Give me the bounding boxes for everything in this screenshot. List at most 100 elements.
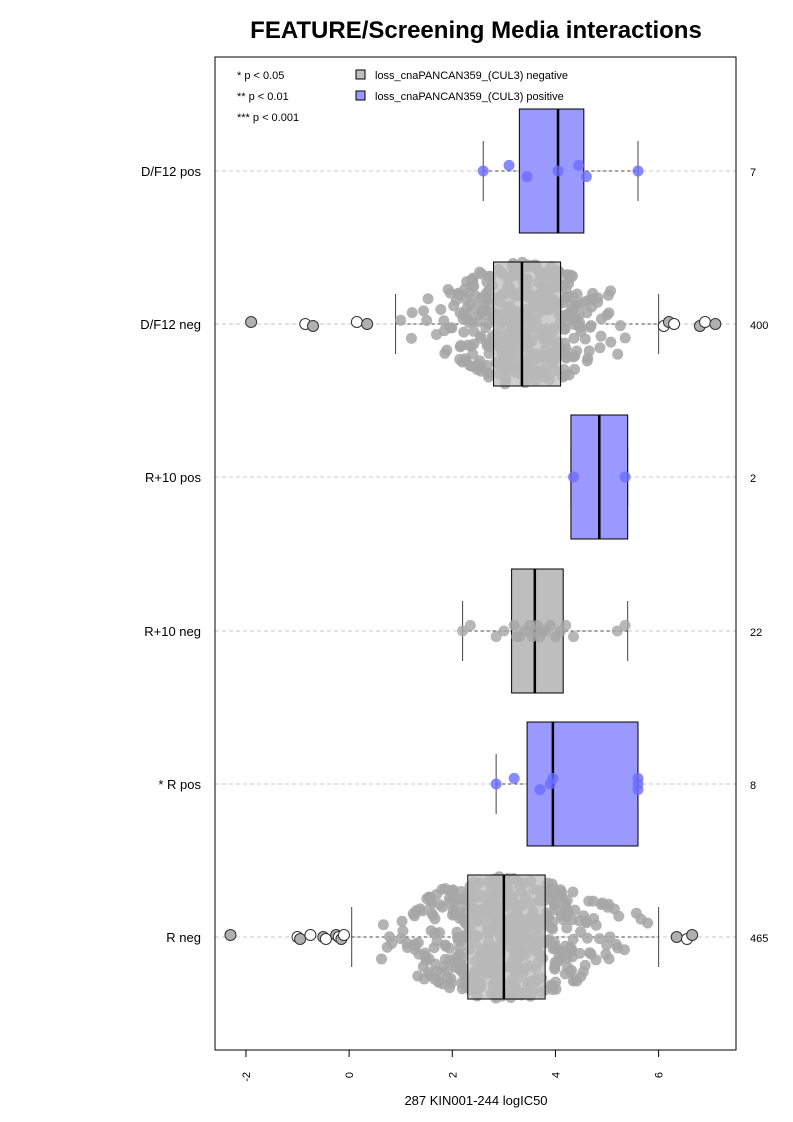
data-point [543, 934, 555, 946]
group-label: D/F12 neg [140, 317, 201, 332]
outlier-point [361, 318, 374, 330]
data-point [610, 938, 622, 950]
data-point [581, 355, 593, 367]
group-3: R+10 neg 22 [144, 568, 762, 694]
outlier-point [350, 316, 363, 328]
data-point [534, 784, 546, 796]
data-point [568, 471, 580, 483]
plot-area: D/F12 pos 7 D/F12 neg 400 R+10 pos 2 R+10 neg 2… [140, 108, 768, 1004]
data-point [455, 340, 467, 352]
data-point [446, 886, 458, 898]
data-point [619, 332, 631, 344]
x-axis: -2 0 2 4 6 [241, 1049, 666, 1082]
group-label: R+10 neg [144, 624, 201, 639]
data-point [564, 966, 576, 978]
data-point [413, 948, 425, 960]
data-point [578, 296, 590, 308]
group-count: 7 [750, 167, 756, 179]
data-point [498, 625, 510, 637]
data-point [560, 619, 572, 631]
data-point [483, 371, 495, 383]
x-tick-label: 2 [447, 1072, 459, 1078]
data-point [561, 314, 573, 326]
data-point [547, 772, 559, 784]
data-point [568, 631, 580, 643]
data-point [407, 908, 419, 920]
data-point [490, 631, 502, 643]
data-point [558, 323, 570, 335]
data-point [549, 961, 561, 973]
data-point [537, 625, 549, 637]
x-tick-label: 0 [344, 1072, 356, 1078]
group-label: * R pos [158, 777, 201, 792]
group-count: 2 [750, 473, 756, 485]
data-point [441, 344, 453, 356]
data-point [429, 927, 441, 939]
data-point [481, 276, 493, 288]
data-point [444, 982, 456, 994]
data-point [433, 976, 445, 988]
data-point [563, 277, 575, 289]
data-point [458, 326, 470, 338]
significance-entry: *** p < 0.001 [237, 112, 299, 124]
data-point [436, 901, 448, 913]
outlier-point [245, 316, 258, 328]
data-point [429, 958, 441, 970]
data-point [569, 974, 581, 986]
significance-entry: * p < 0.05 [237, 70, 284, 82]
data-point [570, 314, 582, 326]
group-count: 465 [750, 933, 768, 945]
outlier-point [699, 316, 712, 328]
data-point [468, 338, 480, 350]
data-point [585, 320, 597, 332]
outlier-point [670, 931, 683, 943]
legend-entry: loss_cnaPANCAN359_(CUL3) positive [375, 91, 564, 103]
outlier-point [709, 318, 722, 330]
group-count: 400 [750, 320, 768, 332]
data-point [632, 772, 644, 784]
data-point [619, 619, 631, 631]
group-0: D/F12 pos 7 [141, 108, 756, 234]
data-point [573, 159, 585, 171]
data-point [418, 305, 430, 317]
legend-swatch [355, 69, 366, 80]
data-point [457, 951, 469, 963]
data-point [588, 913, 600, 925]
data-point [559, 369, 571, 381]
data-point [490, 778, 502, 790]
data-point [543, 910, 555, 922]
outlier-point [294, 933, 307, 945]
data-point [460, 355, 472, 367]
box [526, 721, 639, 847]
data-point [567, 886, 579, 898]
data-point [511, 631, 523, 643]
data-point [475, 330, 487, 342]
data-point [594, 933, 606, 945]
data-point [614, 320, 626, 332]
data-point [559, 940, 571, 952]
data-point [508, 619, 520, 631]
data-point [405, 332, 417, 344]
outlier-point [307, 320, 320, 332]
data-point [480, 322, 492, 334]
data-point [555, 910, 567, 922]
data-point [473, 308, 485, 320]
data-point [573, 915, 585, 927]
data-point [574, 947, 586, 959]
legend: * p < 0.05 ** p < 0.01 *** p < 0.001 loss_c… [237, 69, 568, 124]
box [467, 874, 546, 1000]
group-1: D/F12 neg 400 [140, 256, 768, 390]
data-point [565, 269, 577, 281]
x-tick-label: 6 [654, 1072, 666, 1078]
data-point [579, 959, 591, 971]
data-point [377, 919, 389, 931]
data-point [443, 942, 455, 954]
outlier-point [319, 933, 332, 945]
data-point [463, 287, 475, 299]
data-point [602, 289, 614, 301]
data-point [476, 268, 488, 280]
data-point [601, 939, 613, 951]
group-4: * R pos 8 [158, 721, 756, 847]
data-point [612, 348, 624, 360]
